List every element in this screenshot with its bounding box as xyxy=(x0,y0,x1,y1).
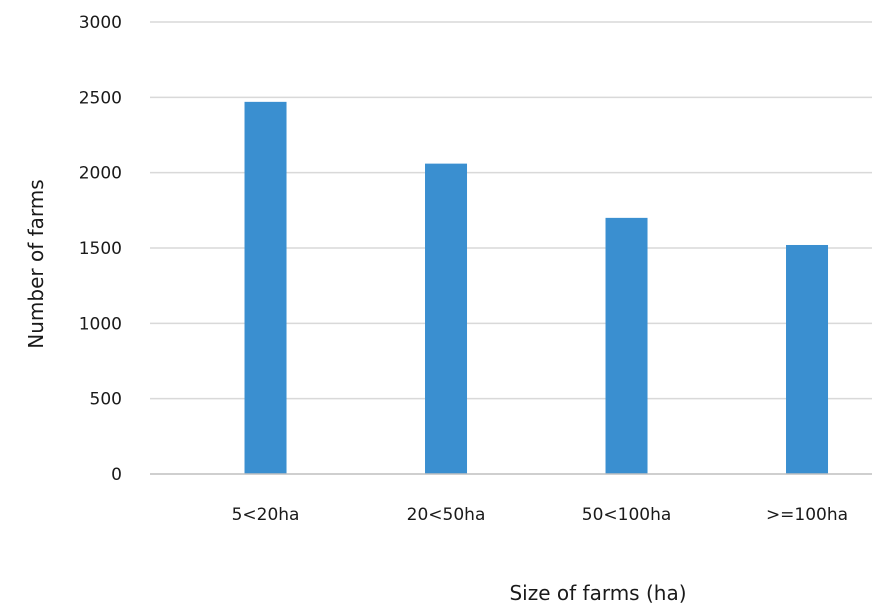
x-tick-label: 20<50ha xyxy=(407,505,486,525)
y-tick-label: 1500 xyxy=(79,239,122,259)
bar xyxy=(425,163,468,475)
x-tick-label: >=100ha xyxy=(766,505,848,525)
bar xyxy=(786,244,829,474)
y-tick-label: 1000 xyxy=(79,314,122,334)
y-tick-label: 0 xyxy=(111,465,122,485)
bar xyxy=(605,217,648,474)
x-axis-ticks: 5<20ha 20<50ha 50<100ha >=100ha xyxy=(232,505,849,525)
x-tick-label: 50<100ha xyxy=(582,505,672,525)
y-tick-label: 2500 xyxy=(79,88,122,108)
y-tick-label: 2000 xyxy=(79,164,122,184)
y-axis-title: Number of farms xyxy=(24,179,48,348)
bar xyxy=(244,101,287,474)
y-tick-label: 3000 xyxy=(79,13,122,33)
x-axis-title: Size of farms (ha) xyxy=(509,581,686,605)
bars xyxy=(244,101,829,475)
y-tick-label: 500 xyxy=(90,390,122,410)
x-tick-label: 5<20ha xyxy=(232,505,300,525)
y-axis-ticks: 0 500 1000 1500 2000 2500 3000 xyxy=(79,13,122,485)
